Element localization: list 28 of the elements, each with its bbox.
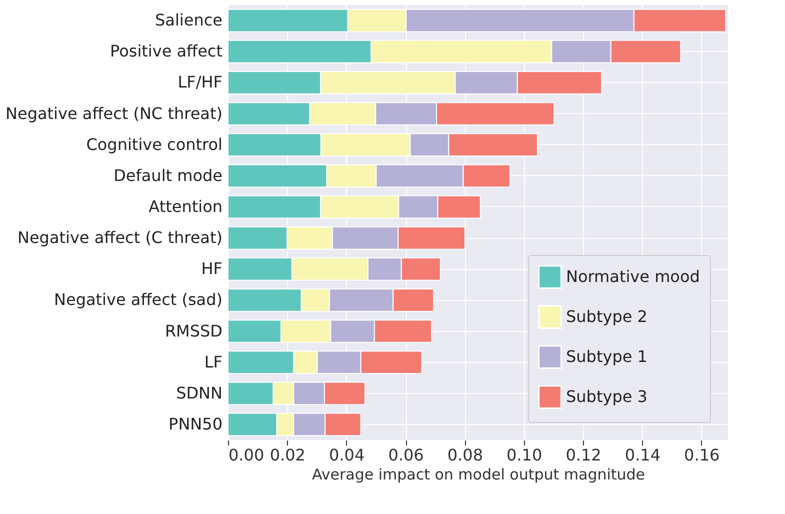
x-tick-label: 0.08 <box>447 446 483 464</box>
x-tick-label: 0.06 <box>388 446 424 464</box>
y-tick-label: HF <box>201 259 222 278</box>
y-tick-label: LF <box>204 352 222 372</box>
legend-label: Subtype 3 <box>566 387 648 406</box>
legend-label: Normative mood <box>566 267 700 286</box>
legend-label: Subtype 2 <box>566 307 648 326</box>
x-tick-label: 0.12 <box>566 446 602 464</box>
legend-label: Subtype 1 <box>566 347 648 366</box>
x-tick-label: 0.00 <box>228 446 264 464</box>
y-tick-label: Negative affect (NC threat) <box>6 104 222 123</box>
y-tick-label: Negative affect (sad) <box>54 290 222 310</box>
y-tick-label: Salience <box>155 10 222 30</box>
y-tick-label: RMSSD <box>164 321 222 340</box>
y-tick-label: Default mode <box>114 166 222 185</box>
y-tick-label: LF/HF <box>178 72 222 92</box>
x-tick-label: 0.02 <box>270 446 306 464</box>
x-axis-title: Average impact on model output magnitude <box>312 466 646 484</box>
y-tick-label: SDNN <box>176 383 222 402</box>
y-tick-label: PNN50 <box>168 414 222 434</box>
y-tick-label: Attention <box>148 196 222 216</box>
y-tick-label: Negative affect (C threat) <box>17 228 222 248</box>
x-tick-label: 0.10 <box>506 446 542 464</box>
x-tick-label: 0.14 <box>624 446 661 464</box>
x-tick-label: 0.16 <box>684 446 720 464</box>
x-tick-label: 0.04 <box>329 446 365 464</box>
y-tick-label: Positive affect <box>110 42 222 61</box>
y-tick-label: Cognitive control <box>86 134 222 154</box>
